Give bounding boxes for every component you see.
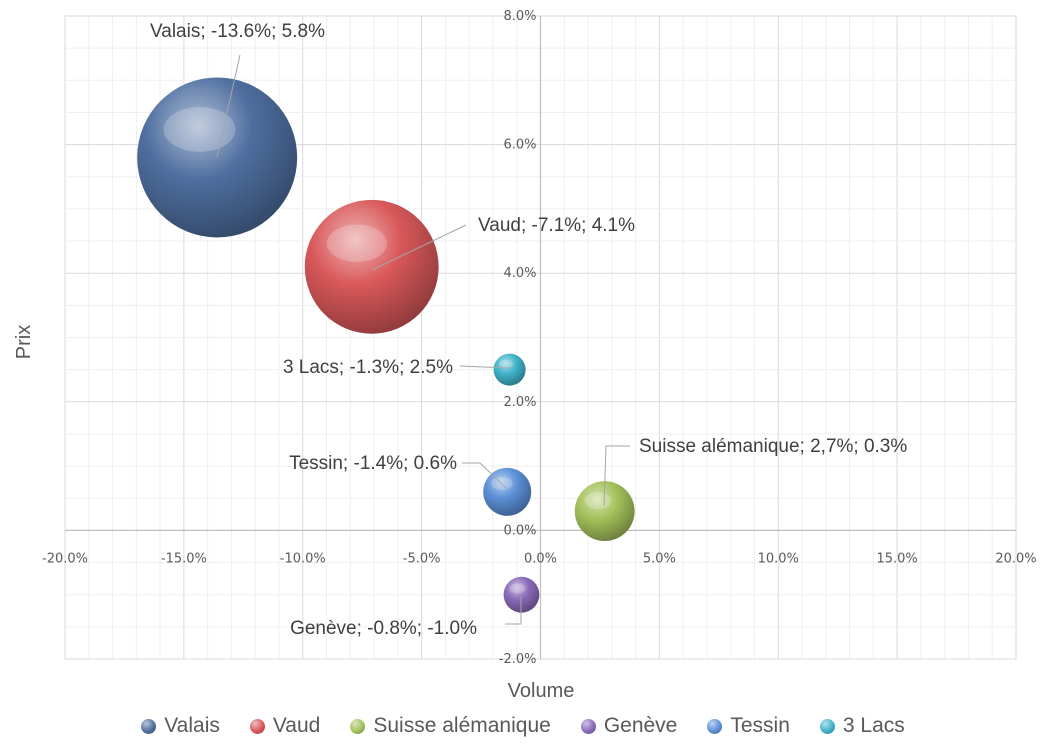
leader-line <box>459 365 511 369</box>
leader-line <box>603 445 630 507</box>
legend-label: 3 Lacs <box>842 714 905 737</box>
y-tick-label: -2.0% <box>499 652 537 667</box>
legend-label: Tessin <box>730 714 790 737</box>
legend-label: Genève <box>603 714 678 737</box>
bubble-suisse-al-manique <box>574 481 635 542</box>
bubble-highlight <box>509 583 526 594</box>
legend-label: Vaud <box>272 714 321 737</box>
leader-line <box>371 224 467 271</box>
bubble-gen-ve <box>503 576 540 613</box>
bubble-vaud <box>304 199 439 334</box>
legend-marker <box>141 718 157 734</box>
bubble-3-lacs <box>493 353 526 386</box>
legend-label: Suisse alémanique <box>373 714 551 737</box>
bubble-tessin <box>483 467 532 516</box>
legend-item: Suisse alémanique <box>350 714 551 738</box>
data-label: 3 Lacs; -1.3%; 2.5% <box>283 357 453 378</box>
x-tick-label: -5.0% <box>403 551 441 566</box>
x-tick-label: 10.0% <box>758 551 799 566</box>
bubble-valais <box>137 77 298 238</box>
y-tick-label: 2.0% <box>503 395 536 410</box>
y-tick-label: 4.0% <box>503 266 536 281</box>
legend-marker <box>580 718 596 734</box>
x-tick-label: -20.0% <box>42 551 88 566</box>
legend-marker <box>819 718 835 734</box>
legend-marker <box>249 718 265 734</box>
leader-line <box>505 597 522 625</box>
legend-marker <box>350 718 366 734</box>
axes: -20.0% -15.0% -10.0% -5.0% 0.0% 5.0% 10.0% 15.0… <box>42 9 1037 667</box>
data-label: Suisse alémanique; 2,7%; 0.3% <box>639 436 907 457</box>
x-tick-label: 15.0% <box>876 551 917 566</box>
bubble-highlight <box>584 492 612 510</box>
legend-item: Vaud <box>249 714 321 738</box>
legend-item: Tessin <box>707 714 790 738</box>
data-label: Tessin; -1.4%; 0.6% <box>289 453 457 474</box>
legend-item: 3 Lacs <box>819 714 905 738</box>
x-tick-label: 20.0% <box>995 551 1036 566</box>
x-axis-title: Volume <box>508 680 575 702</box>
bubble-highlight <box>326 224 388 263</box>
data-label: Vaud; -7.1%; 4.1% <box>478 215 635 236</box>
bubble-chart: -20.0% -15.0% -10.0% -5.0% 0.0% 5.0% 10.0% 15.0… <box>13 9 1037 702</box>
data-label: Genève; -0.8%; -1.0% <box>290 618 477 639</box>
y-tick-label: 6.0% <box>503 138 536 153</box>
y-axis-title: Prix <box>13 325 35 359</box>
legend-item: Valais <box>141 714 220 738</box>
leader-line <box>216 54 241 158</box>
leader-line <box>462 462 508 490</box>
y-tick-label: 8.0% <box>503 9 536 24</box>
legend-label: Valais <box>164 714 220 737</box>
bubble-highlight <box>491 476 513 491</box>
x-tick-label: -10.0% <box>280 551 326 566</box>
bubble-highlight <box>163 107 236 152</box>
x-tick-label: 0.0% <box>524 551 557 566</box>
bubbles <box>137 77 635 613</box>
legend: Valais Vaud Suisse alémanique Genève Tessin 3… <box>0 714 1046 738</box>
x-tick-label: -15.0% <box>161 551 207 566</box>
x-tick-label: 5.0% <box>643 551 676 566</box>
y-tick-label: 0.0% <box>503 523 536 538</box>
data-labels: Valais; -13.6%; 5.8% Vaud; -7.1%; 4.1% Sui… <box>150 21 907 639</box>
legend-item: Genève <box>580 714 678 738</box>
data-label: Valais; -13.6%; 5.8% <box>150 21 325 42</box>
bubble-highlight <box>498 359 514 369</box>
legend-marker <box>707 718 723 734</box>
